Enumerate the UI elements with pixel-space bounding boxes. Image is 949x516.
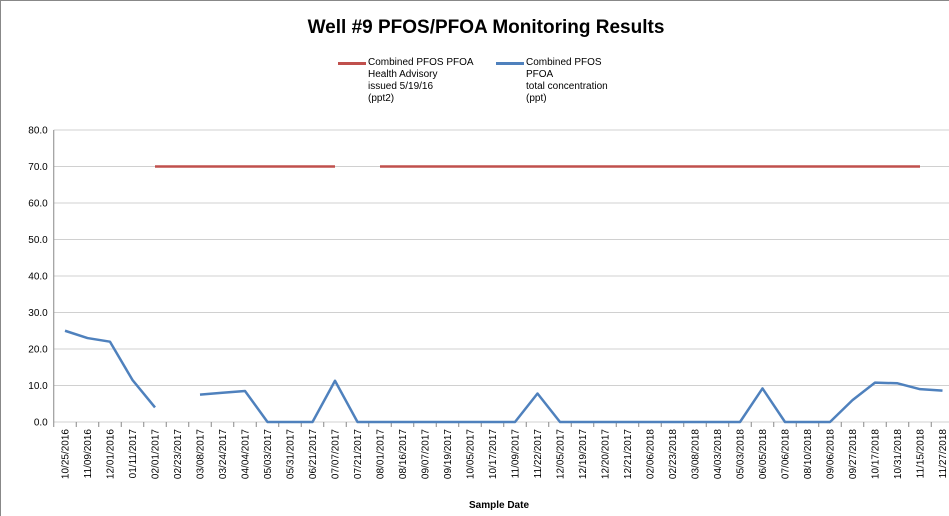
legend-swatch — [338, 62, 366, 65]
x-tick-label: 12/01/2016 — [106, 429, 117, 479]
x-tick-label: 03/24/2017 — [218, 429, 229, 479]
x-tick-label: 11/15/2018 — [916, 429, 927, 479]
x-tick-label: 10/05/2017 — [466, 429, 477, 479]
x-tick-label: 06/21/2017 — [308, 429, 319, 479]
x-tick-label: 09/19/2017 — [443, 429, 454, 479]
x-tick-label: 12/21/2017 — [623, 429, 634, 479]
y-tick-label: 60.0 — [28, 199, 48, 210]
y-tick-label: 20.0 — [28, 345, 48, 356]
legend-swatch — [496, 62, 524, 65]
x-tick-label: 05/03/2018 — [736, 429, 747, 479]
y-tick-label: 80.0 — [28, 126, 48, 137]
chart-title: Well #9 PFOS/PFOA Monitoring Results — [308, 17, 665, 38]
x-tick-label: 10/31/2018 — [893, 429, 904, 479]
x-tick-label: 04/03/2018 — [713, 429, 724, 479]
x-tick-label: 01/11/2017 — [128, 429, 139, 479]
x-tick-label: 05/31/2017 — [286, 429, 297, 479]
x-tick-label: 10/17/2017 — [488, 429, 499, 479]
x-tick-label: 03/08/2018 — [691, 429, 702, 479]
x-tick-label: 08/01/2017 — [376, 429, 387, 479]
legend-entry: Combined PFOS PFOA total concentration (… — [496, 57, 608, 105]
x-tick-label: 05/03/2017 — [263, 429, 274, 479]
y-tick-label: 40.0 — [28, 272, 48, 283]
x-tick-label: 10/25/2016 — [61, 429, 72, 479]
x-tick-label: 07/07/2017 — [331, 429, 342, 479]
x-tick-label: 06/05/2018 — [758, 429, 769, 479]
x-tick-label: 11/27/2018 — [938, 429, 949, 479]
y-tick-label: 50.0 — [28, 235, 48, 246]
x-tick-label: 03/08/2017 — [196, 429, 207, 479]
series-line — [64, 329, 943, 424]
y-tick-label: 30.0 — [28, 308, 48, 319]
x-tick-label: 11/22/2017 — [533, 429, 544, 479]
x-tick-label: 09/06/2018 — [826, 429, 837, 479]
x-tick-label: 04/04/2017 — [241, 429, 252, 479]
y-tick-label: 0.0 — [34, 418, 48, 429]
y-tick-label: 10.0 — [28, 381, 48, 392]
x-tick-label: 02/23/2017 — [173, 429, 184, 479]
x-tick-label: 02/23/2018 — [668, 429, 679, 479]
x-tick-label: 12/05/2017 — [556, 429, 567, 479]
x-tick-label: 10/17/2018 — [871, 429, 882, 479]
x-tick-label: 08/10/2018 — [803, 429, 814, 479]
legend-label: Combined PFOS PFOA total concentration (… — [526, 57, 608, 104]
x-tick-label: 08/16/2017 — [398, 429, 409, 479]
x-tick-label: 07/21/2017 — [353, 429, 364, 479]
y-tick-label: 70.0 — [28, 162, 48, 173]
x-tick-label: 12/20/2017 — [601, 429, 612, 479]
x-tick-label: 12/19/2017 — [578, 429, 589, 479]
legend-label: Combined PFOS PFOA Health Advisory issue… — [368, 57, 474, 104]
x-tick-label: 07/06/2018 — [781, 429, 792, 479]
x-tick-label: 09/07/2017 — [421, 429, 432, 479]
x-tick-label: 11/09/2016 — [83, 429, 94, 479]
legend-entry: Combined PFOS PFOA Health Advisory issue… — [338, 57, 474, 105]
x-tick-label: 02/01/2017 — [151, 429, 162, 479]
x-axis-label: Sample Date — [469, 500, 529, 511]
x-tick-label: 11/09/2017 — [511, 429, 522, 479]
x-tick-label: 09/27/2018 — [848, 429, 859, 479]
x-tick-label: 02/06/2018 — [646, 429, 657, 479]
